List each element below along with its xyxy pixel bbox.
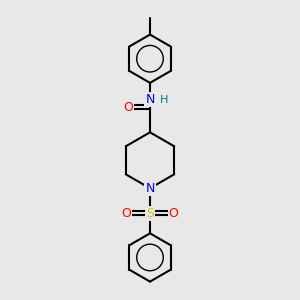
Text: N: N: [145, 93, 155, 106]
Text: O: O: [123, 101, 133, 114]
Text: O: O: [122, 207, 131, 220]
Text: S: S: [146, 207, 154, 220]
Text: O: O: [169, 207, 178, 220]
Text: H: H: [160, 94, 168, 105]
Text: N: N: [145, 182, 155, 195]
